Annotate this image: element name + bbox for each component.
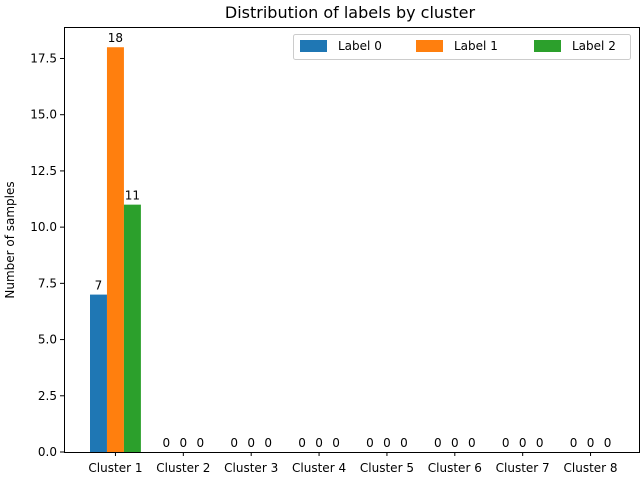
data-label: 0 [400, 436, 408, 450]
x-tick-label: Cluster 6 [428, 461, 482, 475]
legend-label: Label 2 [572, 39, 616, 53]
x-tick-label: Cluster 2 [156, 461, 210, 475]
x-tick-label: Cluster 4 [292, 461, 346, 475]
data-label: 0 [180, 436, 188, 450]
data-label: 0 [502, 436, 510, 450]
y-tick-label: 12.5 [30, 164, 57, 178]
plot-frame [64, 27, 640, 453]
data-label: 0 [230, 436, 238, 450]
data-label: 0 [163, 436, 171, 450]
data-label: 0 [604, 436, 612, 450]
y-tick-label: 10.0 [30, 220, 57, 234]
bars-group [90, 47, 141, 452]
y-tick-label: 15.0 [30, 108, 57, 122]
data-label: 0 [315, 436, 323, 450]
data-label: 0 [519, 436, 527, 450]
data-label: 0 [332, 436, 340, 450]
x-tick-label: Cluster 8 [564, 461, 618, 475]
data-label: 0 [451, 436, 459, 450]
data-label: 0 [587, 436, 595, 450]
legend-swatch [534, 40, 561, 52]
bar [123, 204, 141, 452]
legend-swatch [300, 40, 327, 52]
legend-label: Label 1 [454, 39, 498, 53]
legend: Label 0 Label 1 Label 2 [293, 34, 631, 60]
data-label: 0 [383, 436, 391, 450]
y-tick-label: 7.5 [38, 276, 57, 290]
data-label: 11 [125, 189, 140, 203]
x-tick-label: Cluster 3 [224, 461, 278, 475]
data-label: 0 [536, 436, 544, 450]
data-label: 0 [298, 436, 306, 450]
data-label: 0 [468, 436, 476, 450]
data-label: 0 [264, 436, 272, 450]
x-tick-label: Cluster 1 [88, 461, 142, 475]
y-tick-label: 5.0 [38, 333, 57, 347]
data-label: 18 [108, 31, 123, 45]
chart-title: Distribution of labels by cluster [225, 3, 476, 22]
bar [106, 47, 124, 452]
x-tick-label: Cluster 7 [496, 461, 550, 475]
data-label: 0 [366, 436, 374, 450]
data-label: 0 [247, 436, 255, 450]
data-label: 7 [95, 279, 103, 293]
y-tick-label: 2.5 [38, 389, 57, 403]
legend-swatch [416, 40, 443, 52]
data-label: 0 [434, 436, 442, 450]
legend-label: Label 0 [338, 39, 382, 53]
y-axis: 0.0 2.5 5.0 7.5 10.0 12.5 15.0 17.5 [30, 51, 64, 459]
y-tick-label: 17.5 [30, 51, 57, 65]
x-tick-label: Cluster 5 [360, 461, 414, 475]
y-tick-label: 0.0 [38, 445, 57, 459]
x-axis: Cluster 1 Cluster 2 Cluster 3 Cluster 4 Clus… [88, 452, 618, 475]
data-label: 0 [196, 436, 204, 450]
data-label: 0 [570, 436, 578, 450]
bar [90, 294, 107, 452]
y-axis-label: Number of samples [3, 181, 17, 298]
